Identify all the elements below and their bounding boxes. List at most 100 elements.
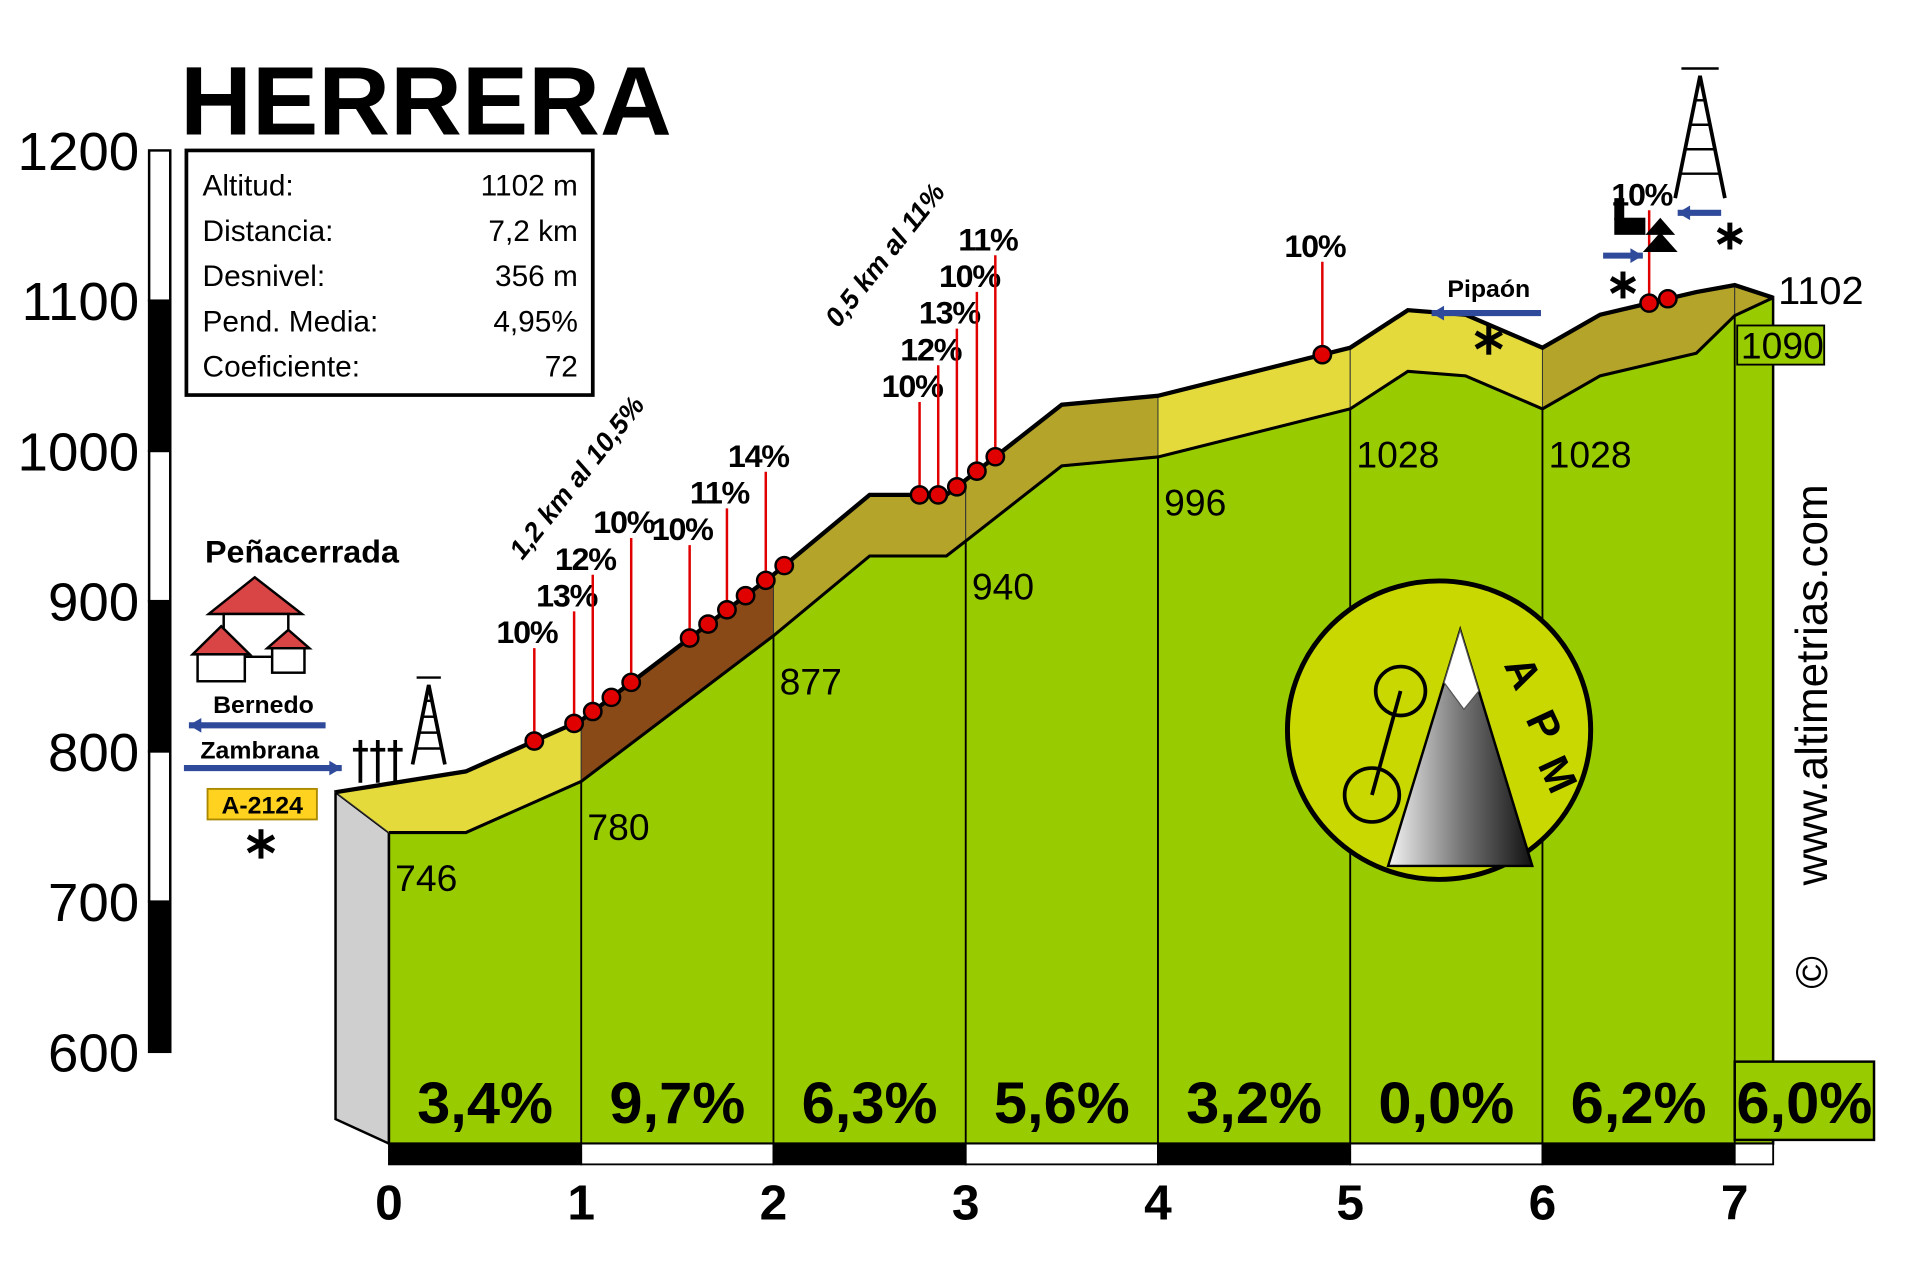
ramp-dot: [928, 485, 949, 505]
y-tick-label: 800: [48, 723, 139, 783]
asterisk: [1609, 276, 1637, 294]
gradient-label: 6,3%: [802, 1069, 938, 1135]
ramp-label: 13%: [536, 578, 598, 614]
ramp-label: 10%: [1284, 228, 1346, 264]
axis-segment: [147, 449, 172, 603]
gradient-label: 6,2%: [1571, 1069, 1707, 1135]
ramp-dot: [909, 485, 930, 505]
logo-mountain: [1386, 625, 1534, 868]
info-value: 4,95%: [493, 306, 578, 339]
ramp-dot: [601, 687, 622, 708]
elevation-label: 877: [780, 662, 842, 703]
km-bar: [388, 1142, 583, 1166]
arrow: [329, 760, 342, 776]
y-tick-label: 1200: [18, 122, 140, 182]
road-label: Bernedo: [213, 692, 314, 719]
ramp-dot: [774, 555, 795, 576]
gradient-box: [1733, 1060, 1876, 1142]
house: [270, 647, 306, 674]
info-value: 7,2 km: [488, 215, 577, 248]
km-bar: [1349, 1142, 1544, 1166]
km-bar: [1541, 1142, 1736, 1166]
x-tick-label: 5: [1336, 1176, 1364, 1231]
asterisk: [246, 834, 276, 854]
info-value: 72: [545, 351, 578, 384]
place-label: Peñacerrada: [205, 534, 400, 570]
ramp-dot: [717, 600, 737, 620]
tower: [410, 684, 447, 765]
ramp-dot: [985, 446, 1006, 467]
ramp-label: 13%: [919, 295, 981, 331]
ramp-label: 11%: [690, 475, 750, 511]
x-tick-label: 0: [375, 1176, 403, 1231]
axis-segment: [147, 149, 172, 302]
ramp-label: 10%: [882, 368, 944, 404]
y-tick-label: 900: [48, 573, 139, 633]
axis-segment: [147, 599, 172, 753]
ramp-dot: [621, 672, 642, 693]
ramp-label: 12%: [555, 541, 617, 577]
ramp-dot: [755, 570, 776, 591]
profile-line: [388, 296, 1774, 835]
y-tick-label: 700: [48, 874, 139, 934]
ramp-label: 12%: [900, 332, 962, 368]
info-value: 1102 m: [481, 170, 578, 203]
km-bar: [772, 1142, 967, 1166]
ramp-label: 14%: [728, 438, 790, 474]
ramp-dot: [735, 585, 756, 606]
gradient-label: 3,4%: [417, 1069, 553, 1135]
elevation-label: 780: [587, 807, 649, 848]
arrow: [188, 717, 202, 733]
y-tick-label: 1000: [18, 423, 140, 483]
info-label: Pend. Media:: [203, 306, 379, 339]
elevation-label: 1090: [1741, 326, 1824, 367]
ramp-dot: [1312, 344, 1333, 365]
gradient-label: 0,0%: [1378, 1069, 1514, 1135]
asterisk: [1474, 330, 1503, 350]
km-bar: [580, 1142, 775, 1166]
axis-segment: [147, 900, 172, 1054]
info-box: [184, 148, 595, 397]
asterisk: [1716, 227, 1743, 245]
ramp-dot: [524, 731, 545, 751]
copyright: ©: [1787, 956, 1836, 988]
ramp-dot: [698, 614, 719, 634]
elevation-box: [1736, 324, 1826, 366]
axis-segment: [147, 750, 172, 903]
x-tick-label: 7: [1721, 1176, 1749, 1231]
info-label: Desnivel:: [203, 260, 326, 293]
tower: [1673, 75, 1727, 199]
gradient-label: 6,0%: [1736, 1069, 1872, 1135]
ramp-label: 10%: [496, 614, 558, 650]
elevation-label: 1028: [1549, 435, 1632, 476]
logo-bike: [1370, 690, 1403, 796]
arrow: [1431, 305, 1445, 321]
ramp-dot: [946, 477, 967, 497]
ramp-dot: [679, 628, 700, 648]
ramp-dot: [582, 701, 603, 722]
gradient-label: 5,6%: [994, 1069, 1130, 1135]
road-code-box: [206, 787, 318, 821]
house-roof: [205, 575, 306, 616]
ramp-dot: [1639, 293, 1660, 313]
icon: [1614, 217, 1646, 235]
info-label: Distancia:: [203, 215, 334, 248]
km-bar: [964, 1142, 1159, 1166]
km-bar: [1733, 1142, 1775, 1166]
icon: [1614, 198, 1625, 221]
junction-label: Pipaón: [1447, 276, 1530, 303]
ramp-label: 10%: [652, 511, 714, 547]
arrow: [1630, 248, 1643, 263]
arrow: [1677, 205, 1691, 221]
x-tick-label: 1: [567, 1176, 595, 1231]
elevation-label: 996: [1164, 483, 1226, 524]
elevation-label: 746: [395, 858, 457, 899]
gradient-label: 9,7%: [609, 1069, 745, 1135]
km-bar: [1157, 1142, 1352, 1166]
elevation-label: 940: [972, 567, 1034, 608]
x-tick-label: 6: [1529, 1176, 1557, 1231]
icon: [1642, 232, 1678, 252]
ramp-dot: [1657, 288, 1678, 309]
